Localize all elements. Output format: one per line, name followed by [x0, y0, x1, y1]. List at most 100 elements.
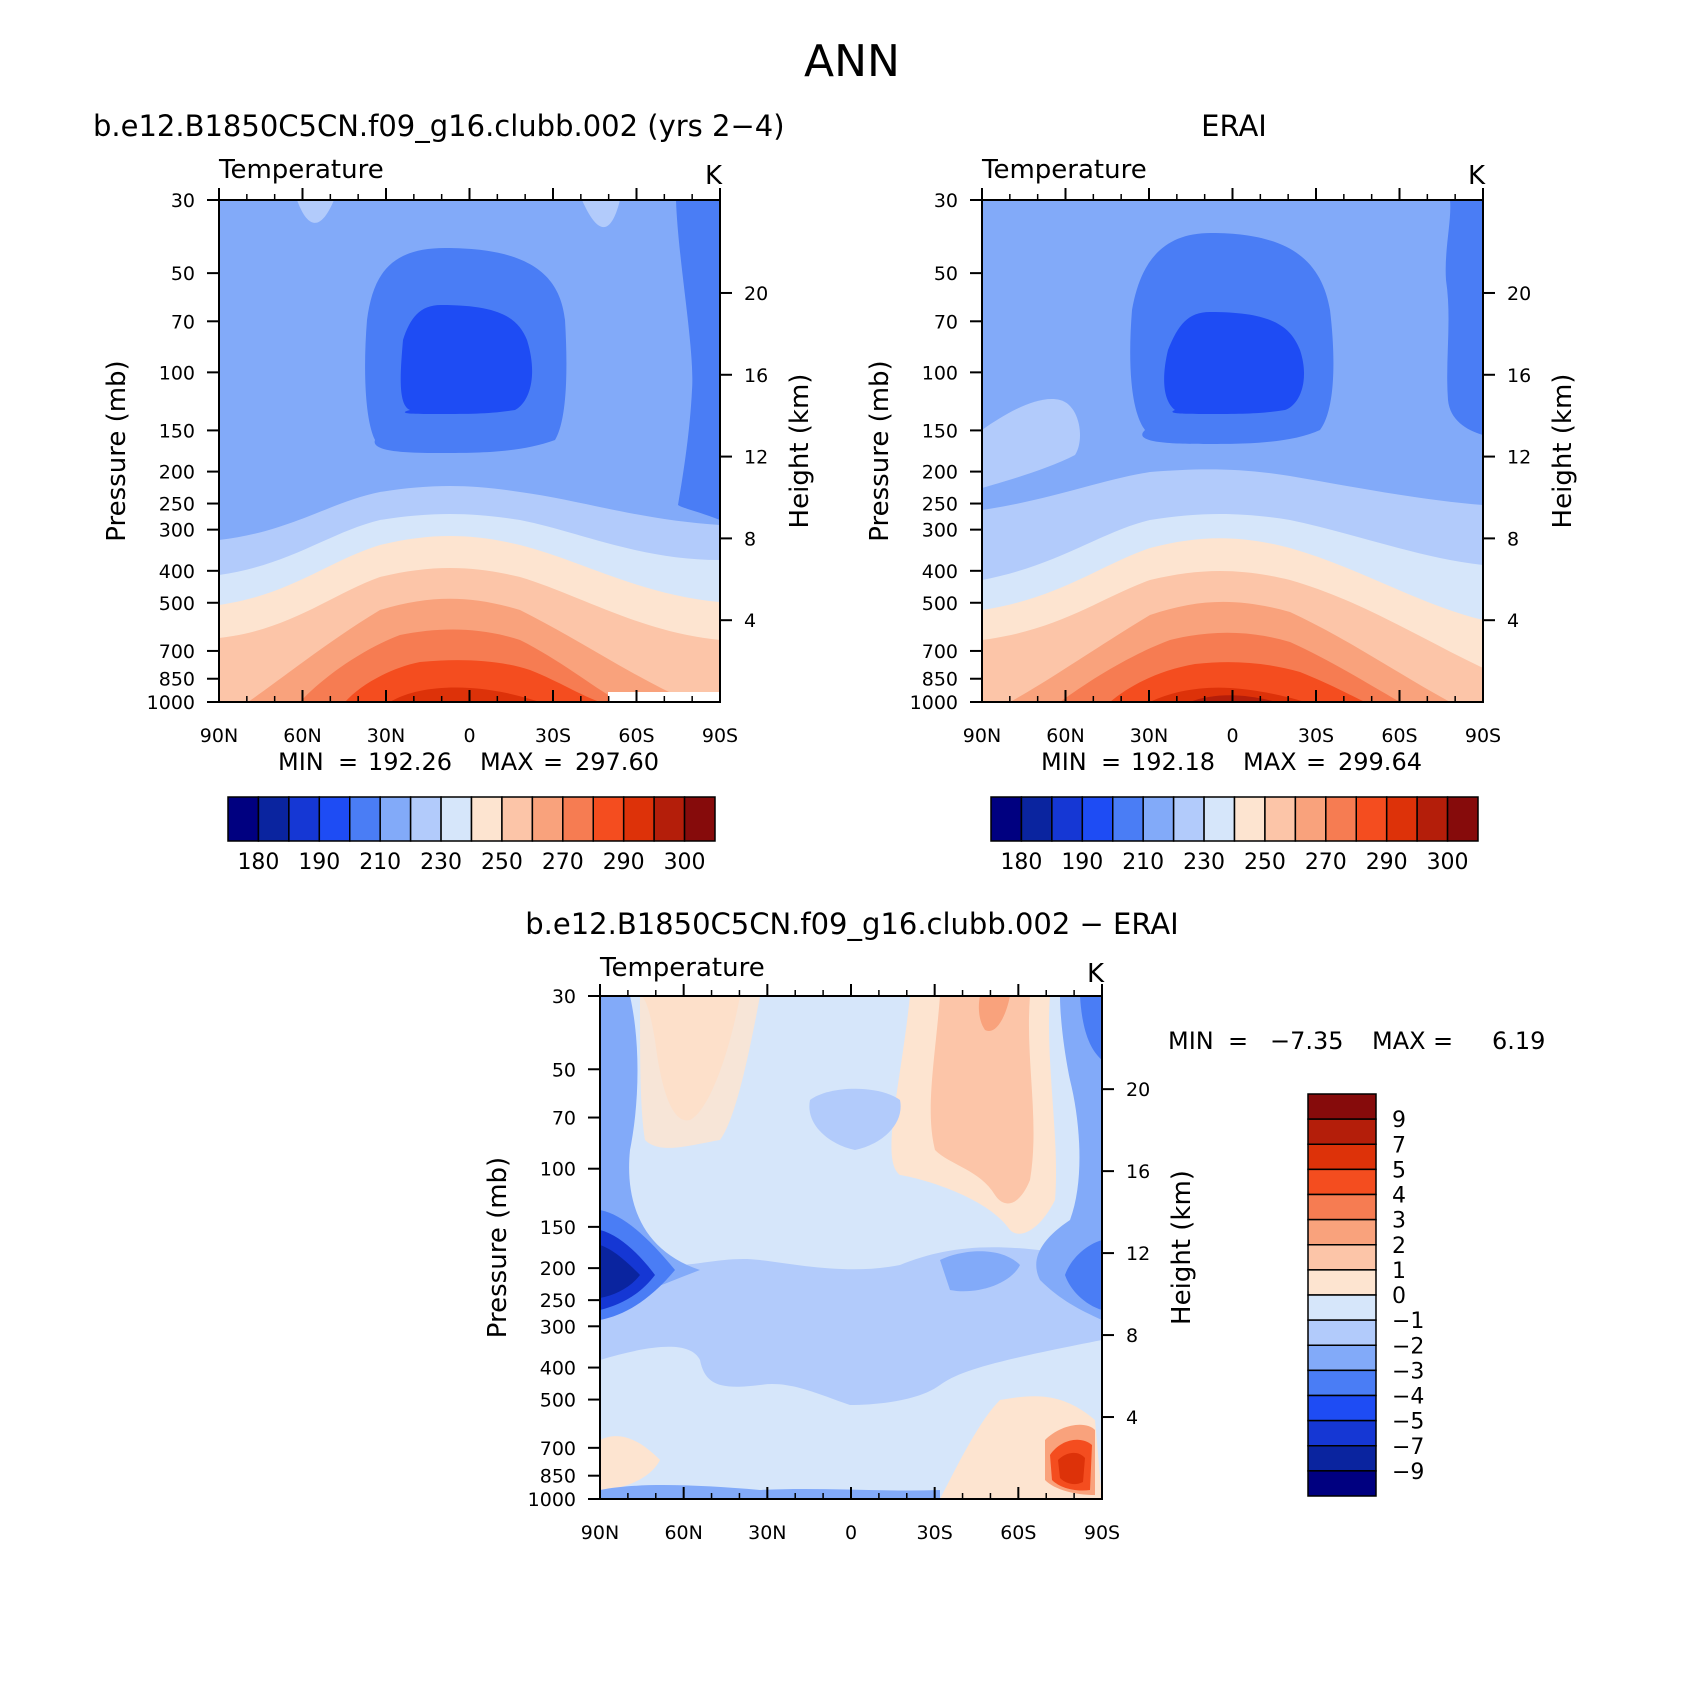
obs-min-value: 192.18: [1131, 748, 1215, 776]
diff-colorbar-label: −2: [1392, 1334, 1424, 1359]
model-ytick-label: 1000: [147, 692, 195, 714]
obs-colorbar-label: 270: [1305, 850, 1347, 875]
diff-height-tick-label: 16: [1126, 1161, 1150, 1183]
obs-colorbar-label: 210: [1122, 850, 1164, 875]
model-max-eq: =: [543, 748, 563, 776]
model-colorbar-swatch: [349, 796, 381, 842]
diff-colorbar-swatch: [1307, 1193, 1377, 1221]
obs-colorbar-label: 300: [1427, 850, 1469, 875]
model-colorbar-label: 290: [603, 850, 645, 875]
obs-xtick-label: 90S: [1465, 725, 1501, 747]
obs-min-label: MIN: [1041, 748, 1087, 776]
diff-max-eq: =: [1433, 1027, 1453, 1055]
model-colorbar-swatch: [470, 796, 503, 842]
diff-panel-title: b.e12.B1850C5CN.f09_g16.clubb.002 − ERAI: [525, 907, 1178, 941]
model-xtick-label: 30N: [367, 725, 405, 747]
model-xtick-label: 90S: [702, 725, 738, 747]
obs-min-eq: =: [1101, 748, 1121, 776]
obs-ytick-label: 300: [922, 520, 958, 542]
model-patch-upper-right: [582, 200, 620, 228]
obs-xtick-label: 30N: [1130, 725, 1168, 747]
model-xtick-label: 60S: [618, 725, 654, 747]
model-height-tick-label: 20: [744, 283, 768, 305]
diff-min-value: −7.35: [1270, 1027, 1344, 1055]
diff-colorbar-swatch: [1307, 1218, 1377, 1246]
diff-colorbar-swatch: [1307, 1168, 1377, 1196]
diff-cool-patch-right-mid: [940, 1251, 1020, 1292]
figure-title: ANN: [804, 36, 900, 87]
obs-ytick-label: 700: [922, 641, 958, 663]
model-height-tick-label: 12: [744, 447, 768, 469]
diff-ytick-label: 50: [552, 1059, 576, 1081]
obs-ytick-label: 1000: [910, 692, 958, 714]
model-colorbar-swatch: [409, 796, 442, 842]
model-height-tick-label: 8: [744, 528, 756, 550]
diff-ytick-label: 250: [540, 1290, 576, 1312]
diff-colorbar-label: −1: [1392, 1309, 1424, 1334]
model-ytick-label: 850: [159, 669, 195, 691]
model-axes: 90N 60N 30N 0 30S 60S 90S 30 50 70 100 150 200 250 300…: [102, 188, 815, 747]
diff-colorbar-swatch: [1307, 1294, 1377, 1321]
obs-max-label: MAX: [1243, 748, 1297, 776]
model-colorbar-swatch: [440, 796, 473, 842]
diff-ytick-label: 700: [540, 1438, 576, 1460]
model-ytick-label: 200: [159, 462, 195, 484]
diff-band-2-3-right: [978, 996, 1010, 1031]
obs-colorbar-swatch: [1325, 796, 1357, 842]
diff-colorbar-label: 0: [1392, 1284, 1406, 1309]
diff-xtick-label: 30S: [917, 1522, 953, 1544]
diff-colorbar-swatch: [1307, 1470, 1377, 1497]
model-colorbar-label: 300: [664, 850, 706, 875]
obs-ytick-label: 400: [922, 561, 958, 583]
diff-colorbar-label: 2: [1392, 1234, 1406, 1259]
diff-colorbar-label: −7: [1392, 1435, 1424, 1460]
model-colorbar-swatch: [592, 796, 625, 842]
model-ytick-label: 300: [159, 520, 195, 542]
obs-panel-title: ERAI: [1201, 109, 1267, 143]
obs-band-hot-core: [1150, 687, 1305, 702]
diff-xtick-label: 0: [845, 1522, 857, 1544]
obs-colorbar-swatch: [1385, 796, 1418, 842]
model-height-tick-label: 16: [744, 365, 768, 387]
obs-colorbar-label: 290: [1366, 850, 1408, 875]
diff-colorbar-swatch: [1307, 1093, 1377, 1120]
diff-colorbar-label: 1: [1392, 1259, 1406, 1284]
diff-colorbar-swatch: [1307, 1419, 1377, 1447]
model-colorbar-label: 270: [542, 850, 584, 875]
model-xtick-label: 0: [463, 725, 475, 747]
diff-colorbar-swatch: [1307, 1394, 1377, 1422]
obs-colorbar-swatch: [1203, 796, 1236, 842]
diff-max-value: 6.19: [1492, 1027, 1545, 1055]
diff-band-minus4-right-top: [1080, 996, 1102, 1060]
model-colorbar-swatch: [501, 796, 534, 842]
model-ytick-label: 70: [171, 311, 195, 333]
obs-ytick-label: 30: [934, 190, 958, 212]
obs-colorbar-label: 250: [1244, 850, 1286, 875]
model-contour-field: [219, 200, 720, 702]
obs-colorbar-swatch: [1355, 796, 1388, 842]
diff-colorbar-label: 9: [1392, 1108, 1406, 1133]
obs-ytick-label: 50: [934, 263, 958, 285]
obs-ytick-label: 150: [922, 420, 958, 442]
diff-ytick-label: 850: [540, 1466, 576, 1488]
model-panel-title: b.e12.B1850C5CN.f09_g16.clubb.002 (yrs 2…: [93, 109, 785, 143]
model-xtick-label: 60N: [283, 725, 321, 747]
model-xtick-label: 30S: [535, 725, 571, 747]
model-colorbar-swatch: [653, 796, 686, 842]
diff-height-tick-label: 20: [1126, 1079, 1150, 1101]
diff-ytick-label: 300: [540, 1316, 576, 1338]
obs-height-label: Height (km): [1548, 374, 1578, 529]
model-colorbar-swatch: [288, 796, 321, 842]
diff-ytick-label: 200: [540, 1258, 576, 1280]
diff-xtick-label: 30N: [748, 1522, 786, 1544]
diff-colorbar-label: 5: [1392, 1158, 1406, 1183]
obs-colorbar-swatch: [1294, 796, 1327, 842]
obs-band-290-300: [1110, 662, 1365, 702]
model-ytick-label: 50: [171, 263, 195, 285]
diff-colorbar-swatch: [1307, 1143, 1377, 1171]
model-colorbar-label: 210: [359, 850, 401, 875]
model-xtick-label: 90N: [200, 725, 238, 747]
obs-ytick-label: 100: [922, 362, 958, 384]
diff-cool-patch-center: [809, 1088, 901, 1150]
obs-colorbar-swatch: [1416, 796, 1449, 842]
